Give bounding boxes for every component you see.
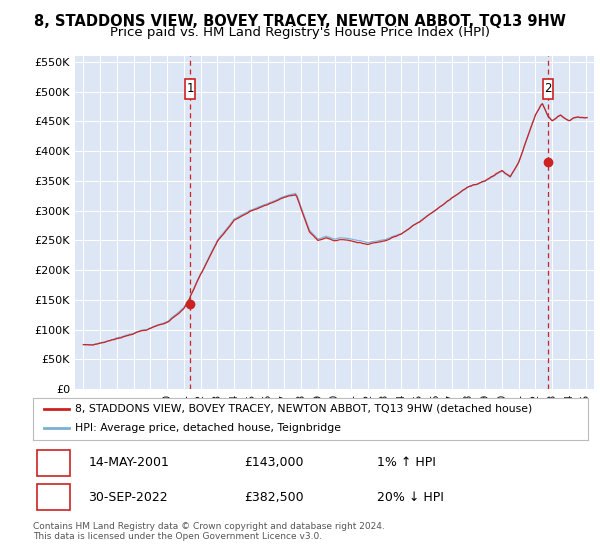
Text: £382,500: £382,500 [244, 491, 304, 503]
Text: Price paid vs. HM Land Registry's House Price Index (HPI): Price paid vs. HM Land Registry's House … [110, 26, 490, 39]
Text: 1: 1 [186, 82, 194, 95]
Text: 2: 2 [544, 82, 552, 95]
Text: 2: 2 [50, 491, 58, 503]
Bar [37, 450, 70, 476]
Text: 8, STADDONS VIEW, BOVEY TRACEY, NEWTON ABBOT, TQ13 9HW (detached house): 8, STADDONS VIEW, BOVEY TRACEY, NEWTON A… [74, 404, 532, 414]
Bar [37, 484, 70, 511]
Text: Contains HM Land Registry data © Crown copyright and database right 2024.
This d: Contains HM Land Registry data © Crown c… [33, 522, 385, 542]
Bar [185, 78, 196, 99]
Text: HPI: Average price, detached house, Teignbridge: HPI: Average price, detached house, Teig… [74, 423, 341, 433]
Bar [542, 78, 553, 99]
Text: 1: 1 [50, 456, 58, 469]
Text: 1% ↑ HPI: 1% ↑ HPI [377, 456, 436, 469]
Text: £143,000: £143,000 [244, 456, 304, 469]
Text: 30-SEP-2022: 30-SEP-2022 [89, 491, 168, 503]
Text: 8, STADDONS VIEW, BOVEY TRACEY, NEWTON ABBOT, TQ13 9HW: 8, STADDONS VIEW, BOVEY TRACEY, NEWTON A… [34, 14, 566, 29]
Text: 20% ↓ HPI: 20% ↓ HPI [377, 491, 444, 503]
Text: 14-MAY-2001: 14-MAY-2001 [89, 456, 169, 469]
